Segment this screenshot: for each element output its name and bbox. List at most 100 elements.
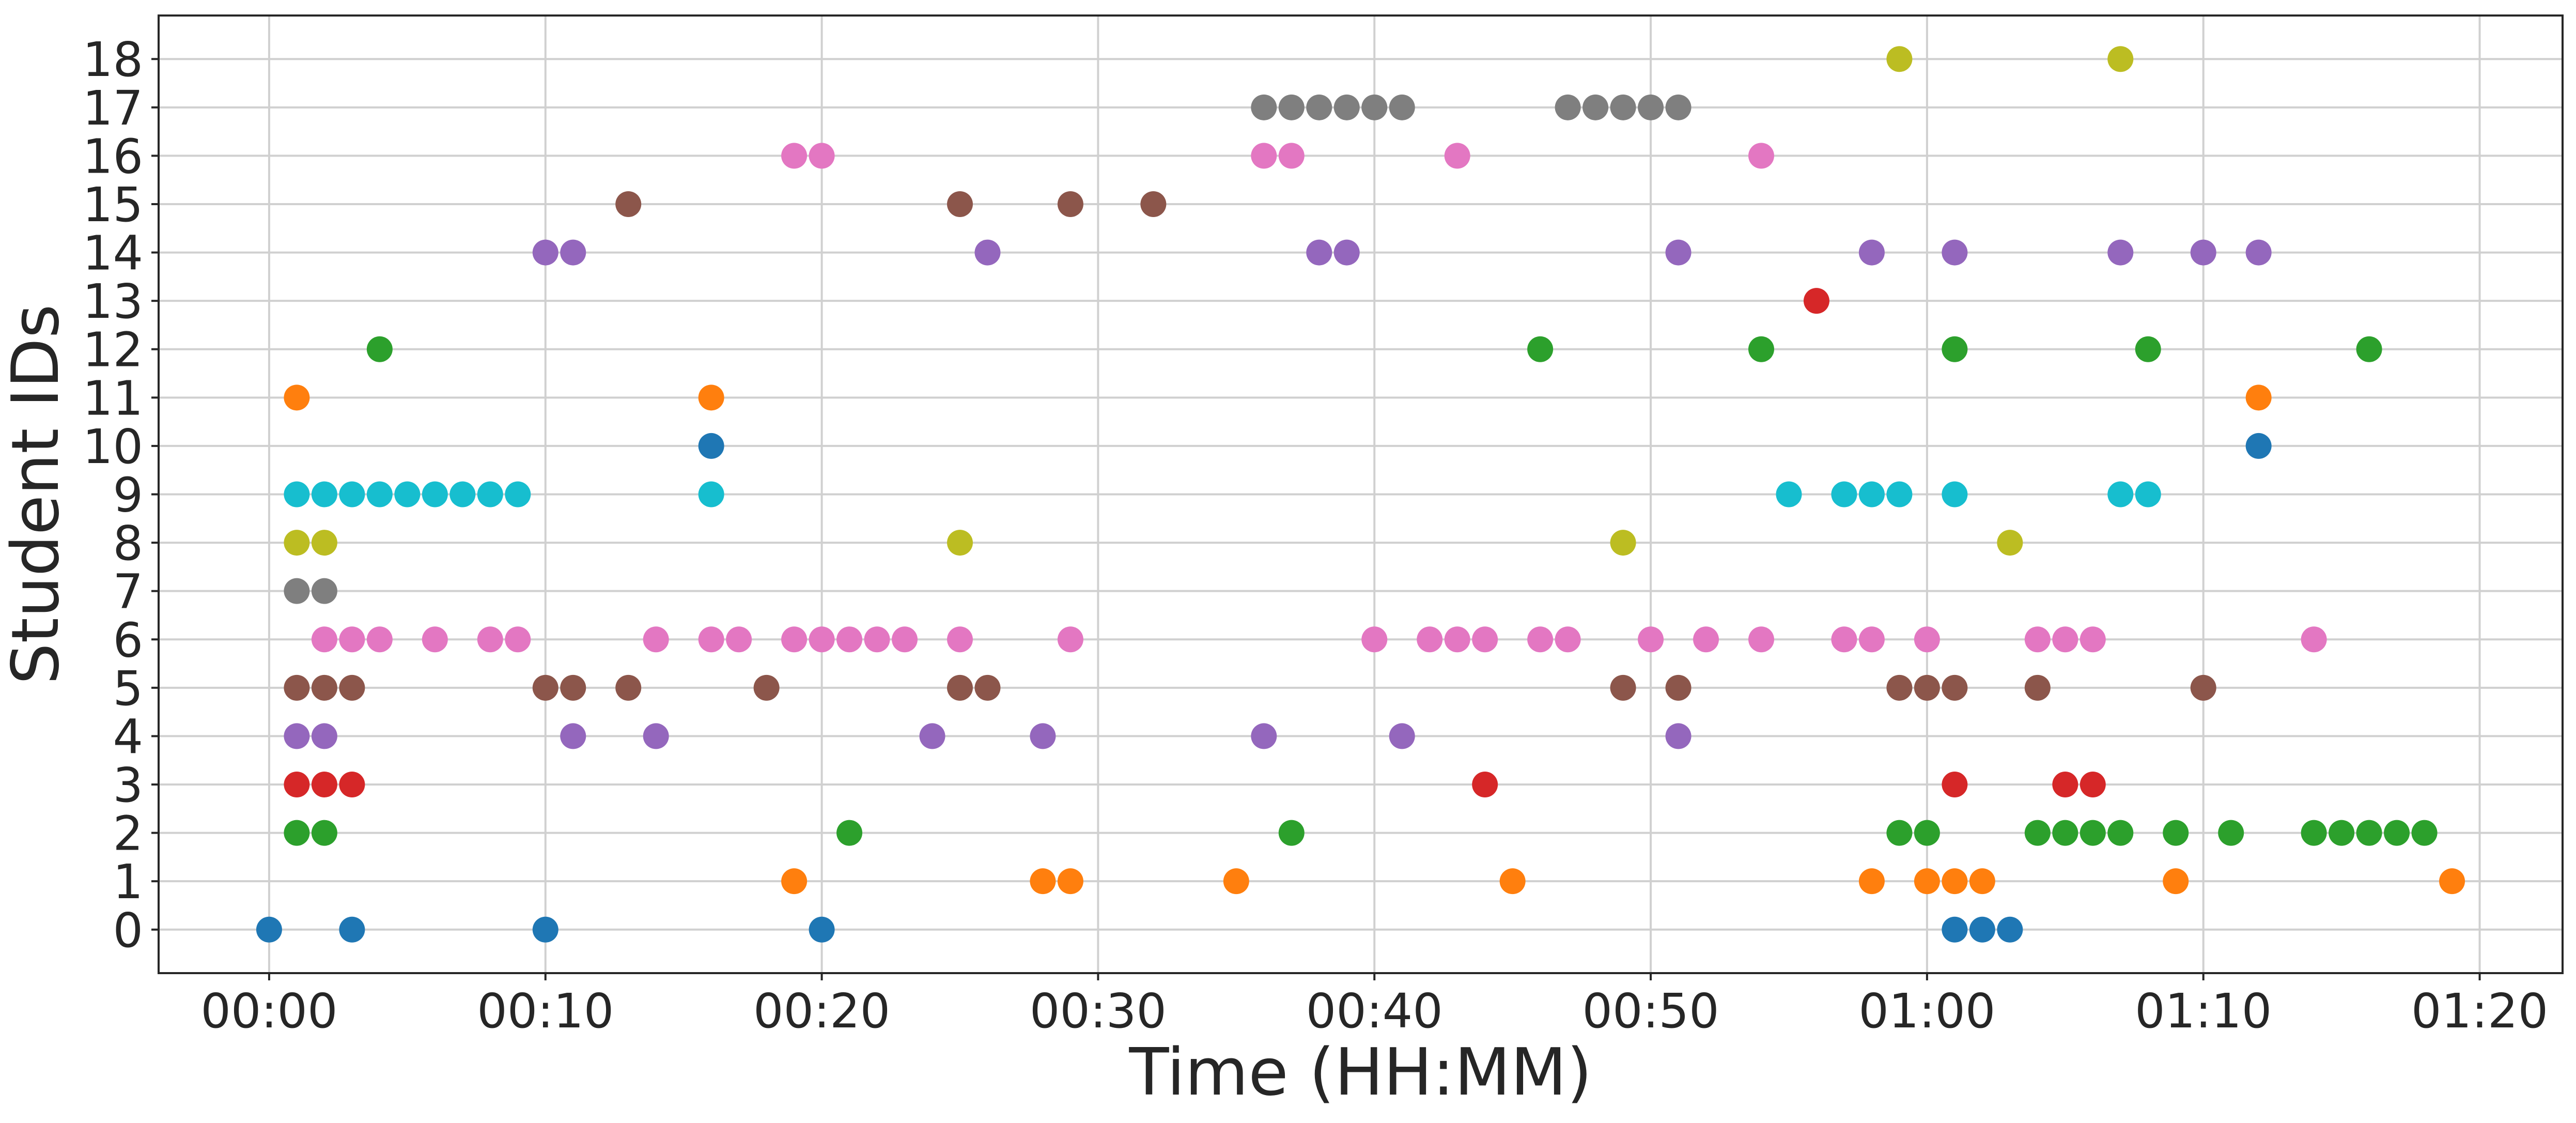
data-point-student-17: [1582, 94, 1609, 120]
data-point-student-5: [974, 674, 1001, 701]
data-point-student-3: [311, 772, 337, 798]
y-tick-label: 12: [83, 322, 143, 378]
data-point-student-6: [1693, 626, 1719, 653]
data-point-student-1: [1942, 868, 1968, 895]
data-point-student-6: [698, 626, 724, 653]
data-point-student-17: [1555, 94, 1581, 120]
data-point-student-8: [1997, 530, 2023, 556]
data-point-student-4: [1030, 723, 1056, 749]
data-point-student-1: [1499, 868, 1526, 895]
x-tick-label: 00:30: [1030, 983, 1167, 1039]
data-point-student-0: [339, 916, 365, 943]
data-point-student-6: [726, 626, 752, 653]
data-point-student-1: [781, 868, 808, 895]
data-point-student-17: [1638, 94, 1664, 120]
data-point-student-4: [919, 723, 945, 749]
data-point-student-6: [2301, 626, 2327, 653]
y-tick-label: 18: [83, 32, 143, 87]
data-point-student-6: [892, 626, 918, 653]
data-point-student-11: [284, 384, 310, 411]
data-point-student-15: [1140, 191, 1167, 217]
y-tick-label: 6: [113, 612, 143, 668]
data-point-student-18: [2107, 46, 2134, 72]
data-point-student-14: [1942, 239, 1968, 266]
data-point-student-6: [836, 626, 863, 653]
data-point-student-3: [1942, 772, 1968, 798]
data-point-student-6: [2080, 626, 2106, 653]
data-point-student-9: [2135, 481, 2161, 507]
data-point-student-0: [809, 916, 835, 943]
x-axis-ticks: 00:00 00:10 00:20 00:30 00:40 00:50 01:00 01:10…: [200, 973, 2548, 1039]
data-point-student-5: [284, 674, 310, 701]
x-tick-label: 00:20: [753, 983, 890, 1039]
y-tick-label: 8: [113, 516, 143, 571]
data-point-student-5: [1942, 674, 1968, 701]
data-point-student-3: [1472, 772, 1498, 798]
data-point-student-6: [339, 626, 365, 653]
data-point-student-2: [2356, 820, 2382, 846]
x-tick-label: 01:20: [2411, 983, 2548, 1039]
data-point-student-11: [2245, 384, 2272, 411]
data-point-student-2: [2163, 820, 2189, 846]
data-point-student-16: [1748, 143, 1774, 169]
data-point-student-9: [284, 481, 310, 507]
data-point-student-6: [1444, 626, 1470, 653]
data-point-student-2: [2301, 820, 2327, 846]
data-point-student-14: [1333, 239, 1360, 266]
data-point-student-2: [2218, 820, 2244, 846]
y-tick-label: 4: [113, 709, 143, 764]
data-point-student-6: [1858, 626, 1885, 653]
data-point-student-6: [1831, 626, 1857, 653]
x-axis-label: Time (HH:MM): [1128, 1034, 1592, 1110]
data-point-student-5: [339, 674, 365, 701]
data-point-student-4: [560, 723, 586, 749]
y-tick-label: 16: [83, 129, 143, 184]
y-tick-label: 1: [113, 854, 143, 910]
data-point-student-5: [311, 674, 337, 701]
data-point-student-5: [1665, 674, 1692, 701]
y-tick-label: 0: [113, 903, 143, 958]
data-point-student-6: [1638, 626, 1664, 653]
data-point-student-5: [2190, 674, 2216, 701]
y-tick-label: 9: [113, 468, 143, 523]
data-point-student-14: [560, 239, 586, 266]
data-point-student-16: [1278, 143, 1305, 169]
data-point-student-2: [1914, 820, 1940, 846]
data-point-student-14: [1665, 239, 1692, 266]
data-point-student-17: [1361, 94, 1388, 120]
data-point-student-1: [1858, 868, 1885, 895]
data-point-student-14: [2107, 239, 2134, 266]
data-point-student-9: [339, 481, 365, 507]
data-point-student-2: [2052, 820, 2078, 846]
data-point-student-2: [1278, 820, 1305, 846]
y-tick-label: 2: [113, 806, 143, 862]
data-point-student-16: [781, 143, 808, 169]
x-tick-label: 01:10: [2135, 983, 2272, 1039]
data-point-student-6: [505, 626, 531, 653]
y-tick-label: 15: [83, 177, 143, 233]
data-point-student-12: [1527, 336, 1554, 362]
data-points: [256, 46, 2465, 943]
data-point-student-15: [615, 191, 642, 217]
data-point-student-4: [311, 723, 337, 749]
data-point-student-1: [2439, 868, 2465, 895]
data-point-student-5: [753, 674, 780, 701]
data-point-student-16: [1251, 143, 1277, 169]
y-tick-label: 17: [83, 81, 143, 136]
data-point-student-2: [2024, 820, 2051, 846]
y-tick-label: 11: [83, 371, 143, 426]
data-point-student-0: [256, 916, 282, 943]
data-point-student-2: [2080, 820, 2106, 846]
data-point-student-5: [2024, 674, 2051, 701]
data-point-student-9: [2107, 481, 2134, 507]
data-point-student-2: [2329, 820, 2355, 846]
data-point-student-12: [2356, 336, 2382, 362]
y-tick-label: 7: [113, 564, 143, 620]
data-point-student-5: [1610, 674, 1636, 701]
data-point-student-4: [643, 723, 669, 749]
data-point-student-3: [2052, 772, 2078, 798]
y-tick-label: 13: [83, 274, 143, 329]
data-point-student-14: [2190, 239, 2216, 266]
data-point-student-9: [449, 481, 476, 507]
